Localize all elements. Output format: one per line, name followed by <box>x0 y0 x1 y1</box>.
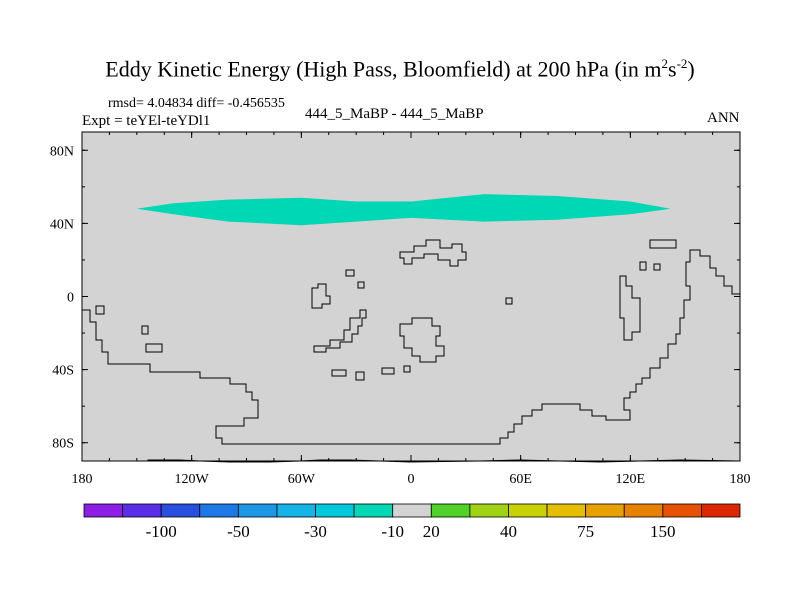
colorbar-swatch <box>623 503 664 518</box>
coastline-island-7 <box>639 261 647 271</box>
colorbar-swatch <box>199 503 239 518</box>
colorbar-label: -100 <box>146 522 177 541</box>
y-tick-label: 40S <box>52 364 74 379</box>
x-tick-label: 180 <box>730 472 751 487</box>
colorbar-swatch <box>353 503 394 518</box>
y-tick-label: 40N <box>50 217 74 232</box>
x-tick-label: 0 <box>408 472 415 487</box>
colorbar-label: -10 <box>381 522 404 541</box>
experiment-label: Expt = teYEl-teYDl1 <box>82 113 211 129</box>
x-tick-label: 60E <box>509 472 532 487</box>
coastline-island-6 <box>145 343 163 353</box>
colorbar-swatch <box>430 503 471 518</box>
colorbar-swatch <box>315 503 355 518</box>
coastline-asia-east <box>619 275 641 341</box>
coastline-island-8 <box>653 263 661 271</box>
colorbar-swatch <box>508 503 548 518</box>
colorbar-swatch <box>546 503 587 518</box>
colorbar-swatch <box>585 503 625 518</box>
colorbar-swatch <box>662 503 702 518</box>
colorbar-label: 40 <box>500 522 517 541</box>
y-axis: 80N 40N 0 40S 80S <box>50 144 740 452</box>
colorbar-swatch <box>701 503 741 518</box>
coastline-island-5 <box>141 325 149 335</box>
coastline-maritime-3 <box>355 371 365 381</box>
coastline-island-4 <box>95 305 105 315</box>
colorbar-label: 75 <box>577 522 594 541</box>
y-tick-label: 80S <box>52 437 74 452</box>
anomaly-region <box>136 194 671 226</box>
colorbar-label: -30 <box>304 522 327 541</box>
coastlines <box>81 239 741 463</box>
case-label: 444_5_MaBP - 444_5_MaBP <box>305 106 484 122</box>
colorbar-swatch <box>276 503 316 518</box>
coastline-island-3 <box>357 281 365 289</box>
colorbar-swatch <box>237 503 278 518</box>
y-tick-label: 0 <box>67 291 74 306</box>
colorbar-swatch <box>122 503 162 518</box>
colorbar-label: 20 <box>423 522 440 541</box>
coastline-australia <box>399 317 445 363</box>
coastline-maritime-5 <box>403 365 411 373</box>
colorbar-swatch <box>469 503 509 518</box>
coastline-africa <box>399 239 467 267</box>
chart-title: Eddy Kinetic Energy (High Pass, Bloomfie… <box>105 56 695 82</box>
x-tick-label: 60W <box>288 472 316 487</box>
colorbar-swatch <box>160 503 201 518</box>
season-label: ANN <box>707 110 740 126</box>
colorbar-swatch <box>83 503 123 518</box>
coastline-island-2 <box>345 269 355 277</box>
x-tick-label: 120W <box>175 472 210 487</box>
plot-background <box>82 132 740 461</box>
coastline-island-9 <box>505 297 513 305</box>
colorbar: -100 -50 -30 -10 20 40 75 150 <box>83 503 741 541</box>
coastline-maritime-1 <box>313 309 367 353</box>
coastline-north-america <box>147 459 741 463</box>
x-tick-label: 180 <box>72 472 93 487</box>
colorbar-swatch <box>392 503 432 518</box>
y-tick-label: 80N <box>50 144 74 159</box>
coastline-maritime-4 <box>381 367 395 375</box>
colorbar-label: -50 <box>227 522 250 541</box>
coastline-south-america <box>81 249 740 445</box>
x-axis: 180 120W 60W 0 60E 120E 180 <box>72 132 751 487</box>
coastline-asia-north <box>649 239 677 249</box>
coastline-island-1 <box>311 283 331 309</box>
colorbar-label: 150 <box>650 522 676 541</box>
rmsd-label: rmsd= 4.04834 diff= -0.456535 <box>108 96 285 111</box>
x-tick-label: 120E <box>616 472 646 487</box>
coastline-maritime-2 <box>331 369 347 377</box>
